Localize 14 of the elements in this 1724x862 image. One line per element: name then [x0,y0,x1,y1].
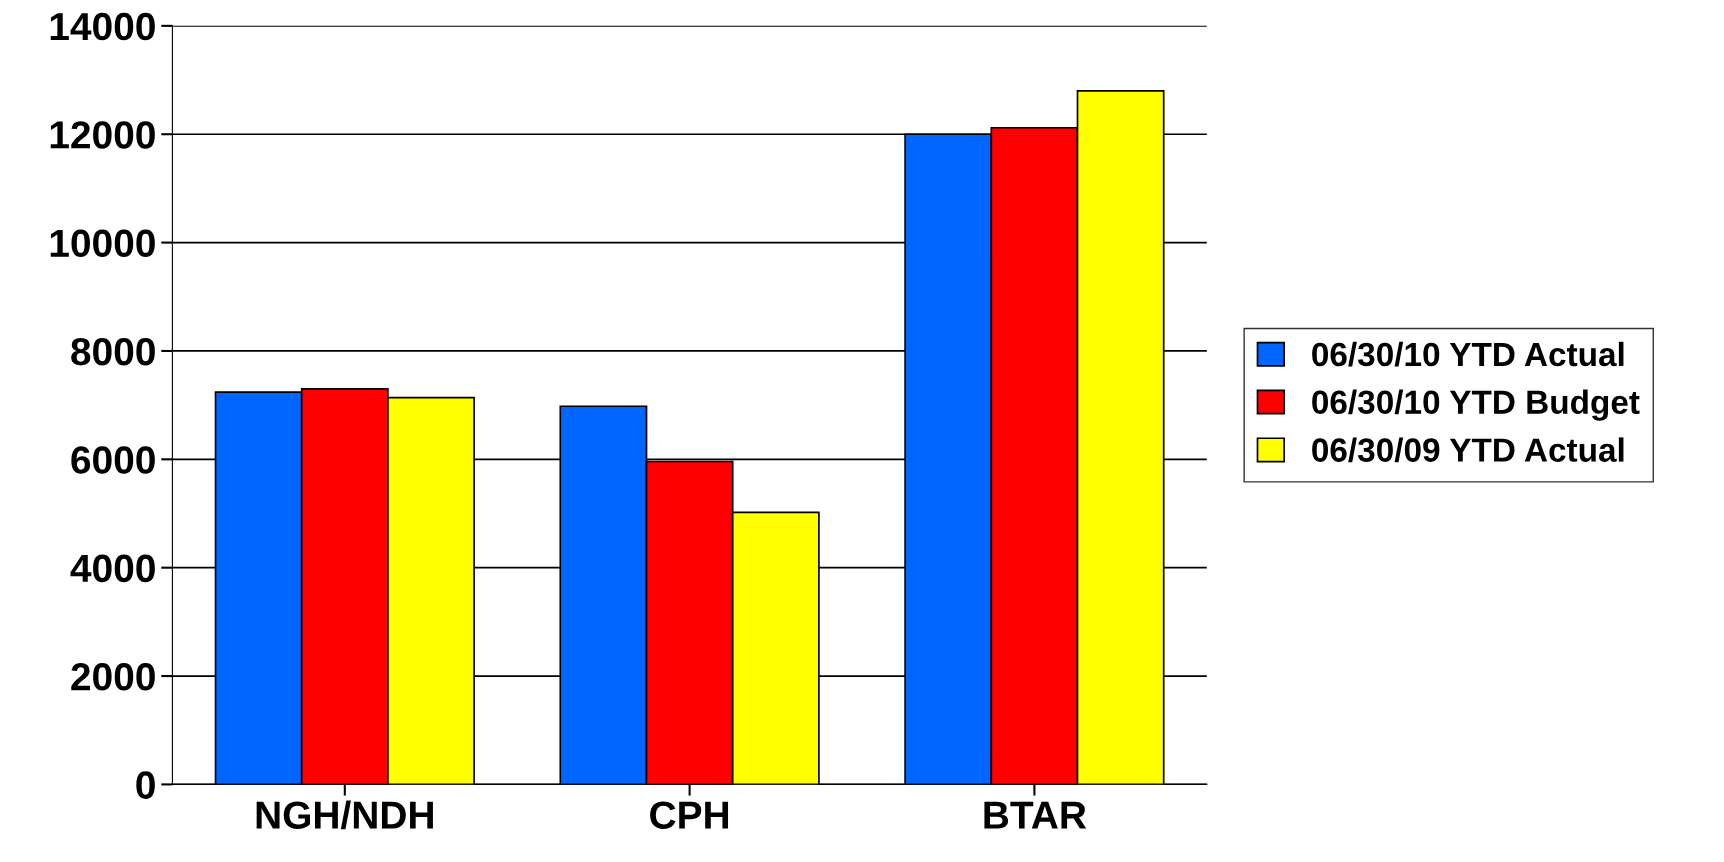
y-tick-label: 0 [136,771,155,799]
x-tick-label: CPH [650,801,729,829]
x-tick-label: NGH/NDH [256,800,433,830]
y-tick-label: 2000 [71,662,155,691]
y-tick-label: 6000 [71,446,155,474]
legend-label: 06/30/10 YTD Budget [1312,389,1640,421]
y-tick-label: 12000 [50,121,155,149]
x-tick-label: BTAR [984,801,1087,829]
y-tick-label: 10000 [50,229,155,258]
y-tick-label: 8000 [71,337,155,366]
y-tick-label: 14000 [50,12,155,41]
y-tick-label: 4000 [70,554,155,583]
legend-label: 06/30/10 YTD Actual [1312,341,1624,367]
legend-label: 06/30/09 YTD Actual [1312,437,1624,463]
